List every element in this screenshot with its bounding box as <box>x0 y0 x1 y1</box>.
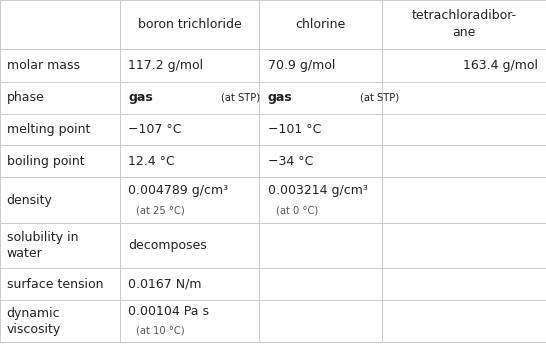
Text: tetrachloradibor-
ane: tetrachloradibor- ane <box>412 9 517 39</box>
Text: (at 0 °C): (at 0 °C) <box>276 205 318 215</box>
Text: 117.2 g/mol: 117.2 g/mol <box>128 59 204 72</box>
Text: (at STP): (at STP) <box>221 93 260 103</box>
Text: 0.00104 Pa s: 0.00104 Pa s <box>128 305 209 318</box>
Text: 70.9 g/mol: 70.9 g/mol <box>268 59 335 72</box>
Text: boron trichloride: boron trichloride <box>138 18 242 31</box>
Text: solubility in
water: solubility in water <box>7 231 78 260</box>
Text: melting point: melting point <box>7 123 90 136</box>
Text: 0.003214 g/cm³: 0.003214 g/cm³ <box>268 184 367 197</box>
Text: 12.4 °C: 12.4 °C <box>128 155 175 168</box>
Text: (at 25 °C): (at 25 °C) <box>136 205 185 215</box>
Text: molar mass: molar mass <box>7 59 80 72</box>
Text: 163.4 g/mol: 163.4 g/mol <box>463 59 538 72</box>
Text: boiling point: boiling point <box>7 155 84 168</box>
Text: gas: gas <box>128 91 153 104</box>
Text: (at 10 °C): (at 10 °C) <box>136 325 185 336</box>
Text: chlorine: chlorine <box>295 18 346 31</box>
Text: phase: phase <box>7 91 44 104</box>
Text: dynamic
viscosity: dynamic viscosity <box>7 307 61 336</box>
Text: −107 °C: −107 °C <box>128 123 182 136</box>
Text: 0.0167 N/m: 0.0167 N/m <box>128 278 202 291</box>
Text: 0.004789 g/cm³: 0.004789 g/cm³ <box>128 184 228 197</box>
Text: (at STP): (at STP) <box>360 93 400 103</box>
Text: −34 °C: −34 °C <box>268 155 313 168</box>
Text: −101 °C: −101 °C <box>268 123 321 136</box>
Text: gas: gas <box>268 91 292 104</box>
Text: surface tension: surface tension <box>7 278 103 291</box>
Text: decomposes: decomposes <box>128 239 207 252</box>
Text: density: density <box>7 194 52 207</box>
